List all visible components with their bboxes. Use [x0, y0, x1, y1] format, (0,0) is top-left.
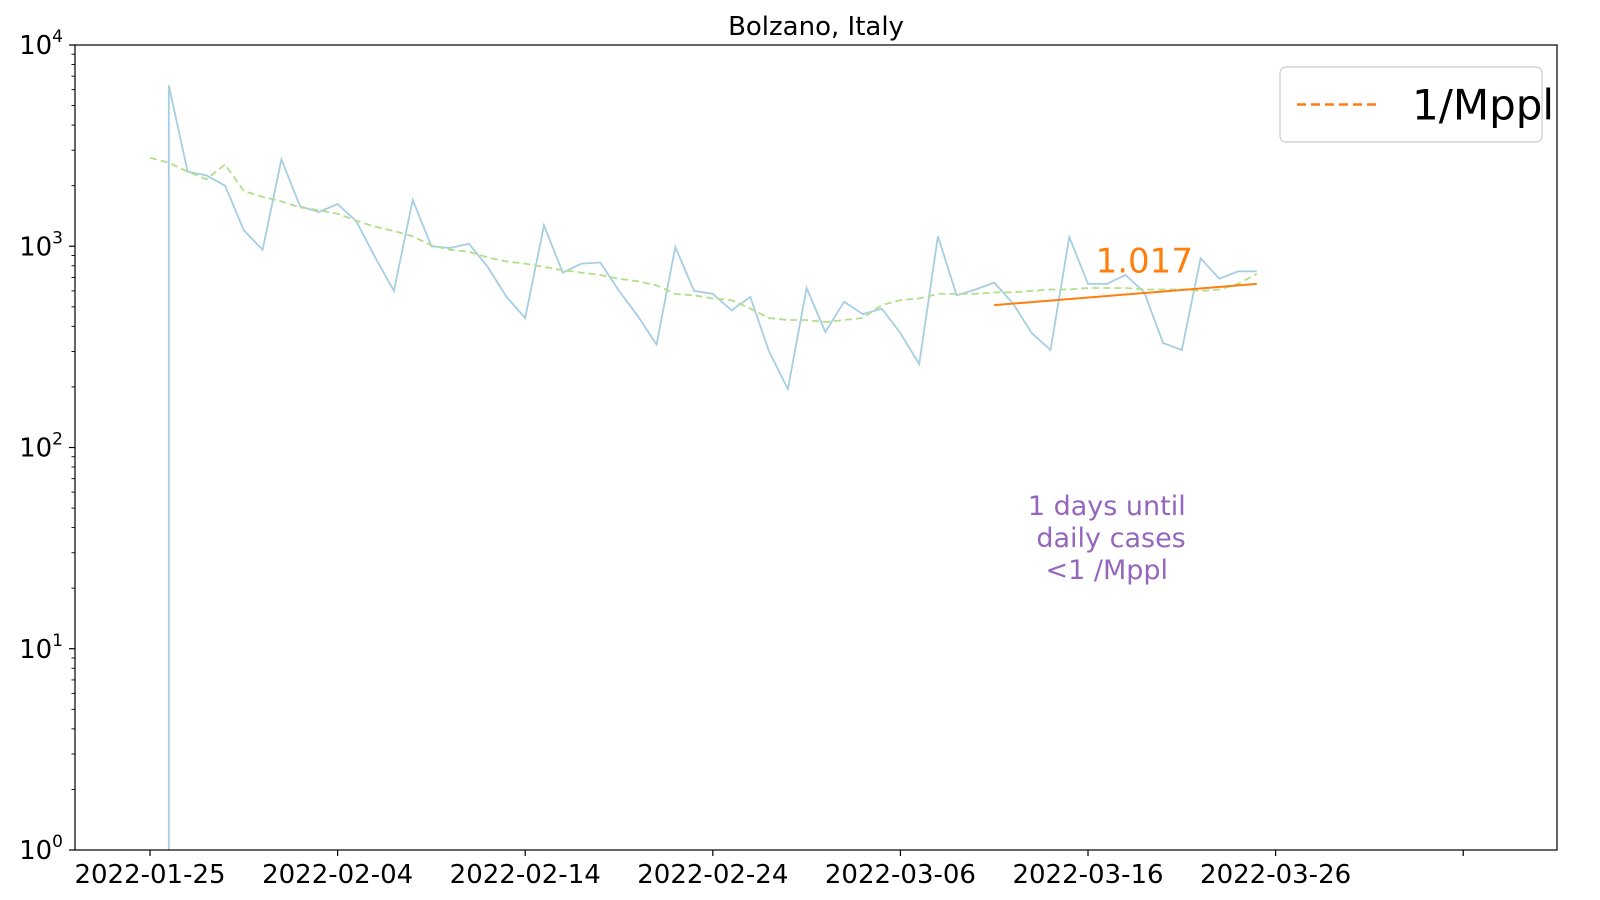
chart-title: Bolzano, Italy: [728, 12, 904, 42]
x-tick-label: 2022-03-26: [1200, 860, 1351, 890]
x-tick-label: 2022-02-24: [637, 860, 788, 890]
y-tick-label: 101: [19, 631, 63, 665]
x-tick-label: 2022-02-14: [450, 860, 601, 890]
x-tick-label: 2022-01-25: [74, 860, 225, 890]
series-line-1: [169, 85, 1257, 850]
x-axis: 2022-01-25 2022-02-04 2022-02-14 2022-02-24…: [74, 850, 1463, 890]
x-tick-label: 2022-02-04: [262, 860, 413, 890]
y-tick-label: 100: [19, 832, 63, 866]
y-tick-label: 102: [19, 430, 63, 464]
series-layer: [150, 85, 1257, 850]
y-tick-label: 103: [19, 228, 63, 262]
y-tick-label: 104: [19, 27, 63, 61]
days-until-annotation: 1 days until daily cases <1 /Mppl: [1028, 491, 1186, 586]
x-tick-label: 2022-03-06: [825, 860, 976, 890]
fit-slope-label: 1.017: [1096, 242, 1193, 282]
plot-frame: [75, 45, 1557, 850]
y-axis: 100 101 102 103 104: [19, 27, 75, 866]
legend-label: 1/Mppl: [1412, 81, 1554, 130]
x-tick-label: 2022-03-16: [1012, 860, 1163, 890]
legend: 1/Mppl: [1280, 67, 1554, 142]
annotation-layer: 1.017 1 days until daily cases <1 /Mppl: [1028, 242, 1193, 587]
series-line-3: [994, 284, 1257, 305]
